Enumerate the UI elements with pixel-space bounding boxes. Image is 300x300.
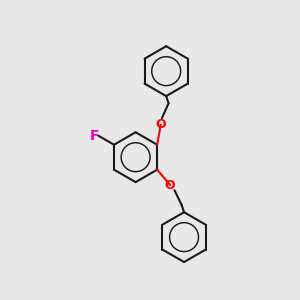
Text: O: O (155, 118, 166, 131)
Text: O: O (165, 178, 176, 192)
Text: F: F (90, 129, 99, 142)
